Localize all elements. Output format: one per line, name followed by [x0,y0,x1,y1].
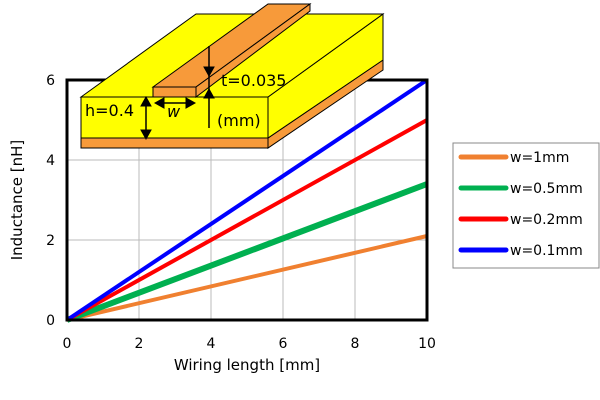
board-front [80,96,269,139]
microstrip-diagram [79,3,385,149]
board-bottom-copper [80,137,269,149]
series-line-w=0.1mm [65,78,429,322]
x-axis-label: Wiring length [mm] [174,356,320,374]
series-lines [65,78,429,323]
y-tick-label: 0 [46,313,55,329]
x-tick-label: 2 [135,336,144,352]
y-tick-labels: 0 2 4 6 [46,73,55,329]
legend-label: w=0.2mm [510,212,583,228]
x-tick-labels: 0 2 4 6 8 10 [63,336,436,352]
legend-box [452,142,600,269]
x-tick-label: 8 [351,336,360,352]
series-line-w=0.2mm [66,118,428,322]
y-tick-label: 6 [46,73,55,89]
y-tick-label: 4 [46,153,55,169]
h-arrow-down [140,129,152,141]
t-label: t=0.035 [221,71,286,90]
x-tick-label: 10 [418,336,436,352]
series-line-w=1mm [66,234,428,322]
legend-label: w=0.1mm [510,243,583,259]
t-arrow-down [203,66,215,78]
series-line-w=0.5mm [65,181,429,323]
h-arrow-up [140,95,152,107]
y-tick-label: 2 [46,233,55,249]
legend-label: w=0.5mm [510,181,583,197]
w-label: w [167,102,181,121]
w-arrow-left [153,97,165,109]
t-arrow-up [203,87,215,99]
x-tick-label: 4 [207,336,216,352]
x-tick-label: 0 [63,336,72,352]
legend-label: w=1mm [510,150,569,166]
x-tick-label: 6 [279,336,288,352]
legend: w=1mm w=0.5mm w=0.2mm w=0.1mm [458,150,583,259]
w-arrow-right [185,97,197,109]
unit-label: (mm) [217,111,261,130]
h-label: h=0.4 [85,101,134,120]
y-axis-label: Inductance [nH] [8,140,26,261]
trace-front [152,86,197,98]
